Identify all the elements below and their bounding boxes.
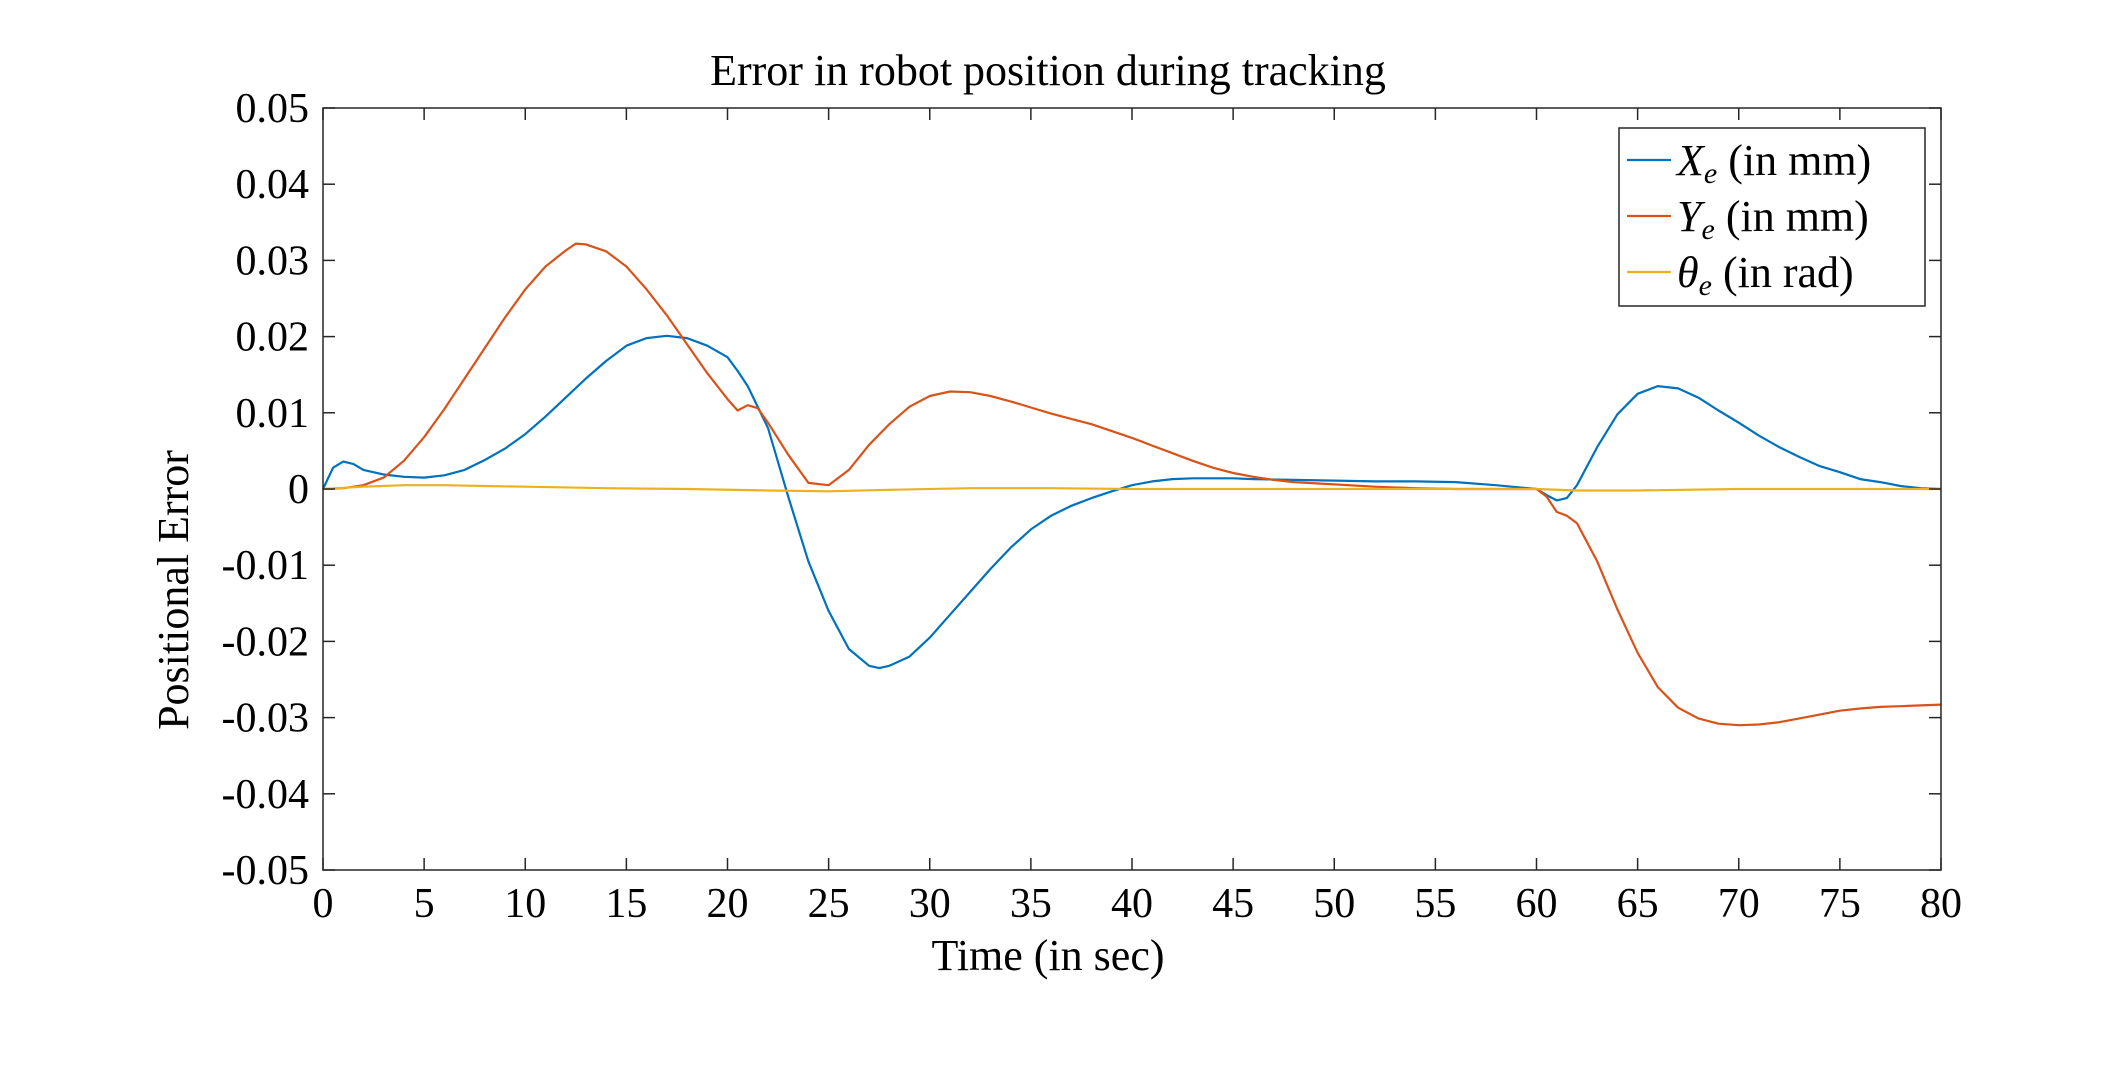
y-tick-label: 0.04: [236, 162, 310, 208]
y-tick-label: -0.02: [222, 619, 310, 665]
y-tick-label: 0: [288, 467, 309, 513]
x-tick-label: 65: [1617, 881, 1659, 927]
y-axis-label: Positional Error: [149, 450, 198, 730]
y-tick-label: 0.05: [236, 86, 310, 132]
y-tick-label: -0.04: [222, 772, 310, 818]
series-line-3: [322, 484, 1941, 493]
x-tick-label: 5: [414, 881, 435, 927]
x-tick-label: 75: [1819, 881, 1861, 927]
y-tick-label: -0.01: [222, 543, 310, 589]
x-tick-label: 10: [504, 881, 546, 927]
plot-area: 0 5 10 15 20 25 30 35 40 45 50 55 60 65 70 75 80 0.05 0.04…: [222, 86, 1963, 927]
x-tick-label: 40: [1111, 881, 1153, 927]
x-tick-label: 50: [1313, 881, 1355, 927]
legend-label-2: Ye (in mm): [1677, 192, 1869, 246]
x-tick-label: 45: [1212, 881, 1254, 927]
y-tick-label: -0.03: [222, 696, 310, 742]
chart-title: Error in robot position during tracking: [710, 46, 1386, 95]
x-tick-label: 25: [808, 881, 850, 927]
x-tick-label: 70: [1718, 881, 1760, 927]
legend-label-1: Xe (in mm): [1675, 136, 1871, 190]
x-tick-label: 80: [1920, 881, 1962, 927]
x-tick-label: 35: [1010, 881, 1052, 927]
x-tick-label: 0: [313, 881, 334, 927]
series-line-2: [322, 242, 1942, 727]
legend-label-3: θe (in rad): [1677, 248, 1854, 302]
x-tick-label: 15: [605, 881, 647, 927]
x-tick-label: 55: [1414, 881, 1456, 927]
legend: Xe (in mm)Ye (in mm)θe (in rad): [1618, 127, 1926, 307]
x-tick-label: 30: [909, 881, 951, 927]
y-tick-label: 0.02: [236, 315, 310, 361]
y-tick-label: -0.05: [222, 848, 310, 894]
x-tick-label: 60: [1516, 881, 1558, 927]
series-line-1: [322, 334, 1942, 670]
y-tick-label: 0.01: [236, 391, 310, 437]
x-axis-label: Time (in sec): [931, 931, 1164, 980]
x-tick-label: 20: [707, 881, 749, 927]
y-tick-label: 0.03: [236, 238, 310, 284]
